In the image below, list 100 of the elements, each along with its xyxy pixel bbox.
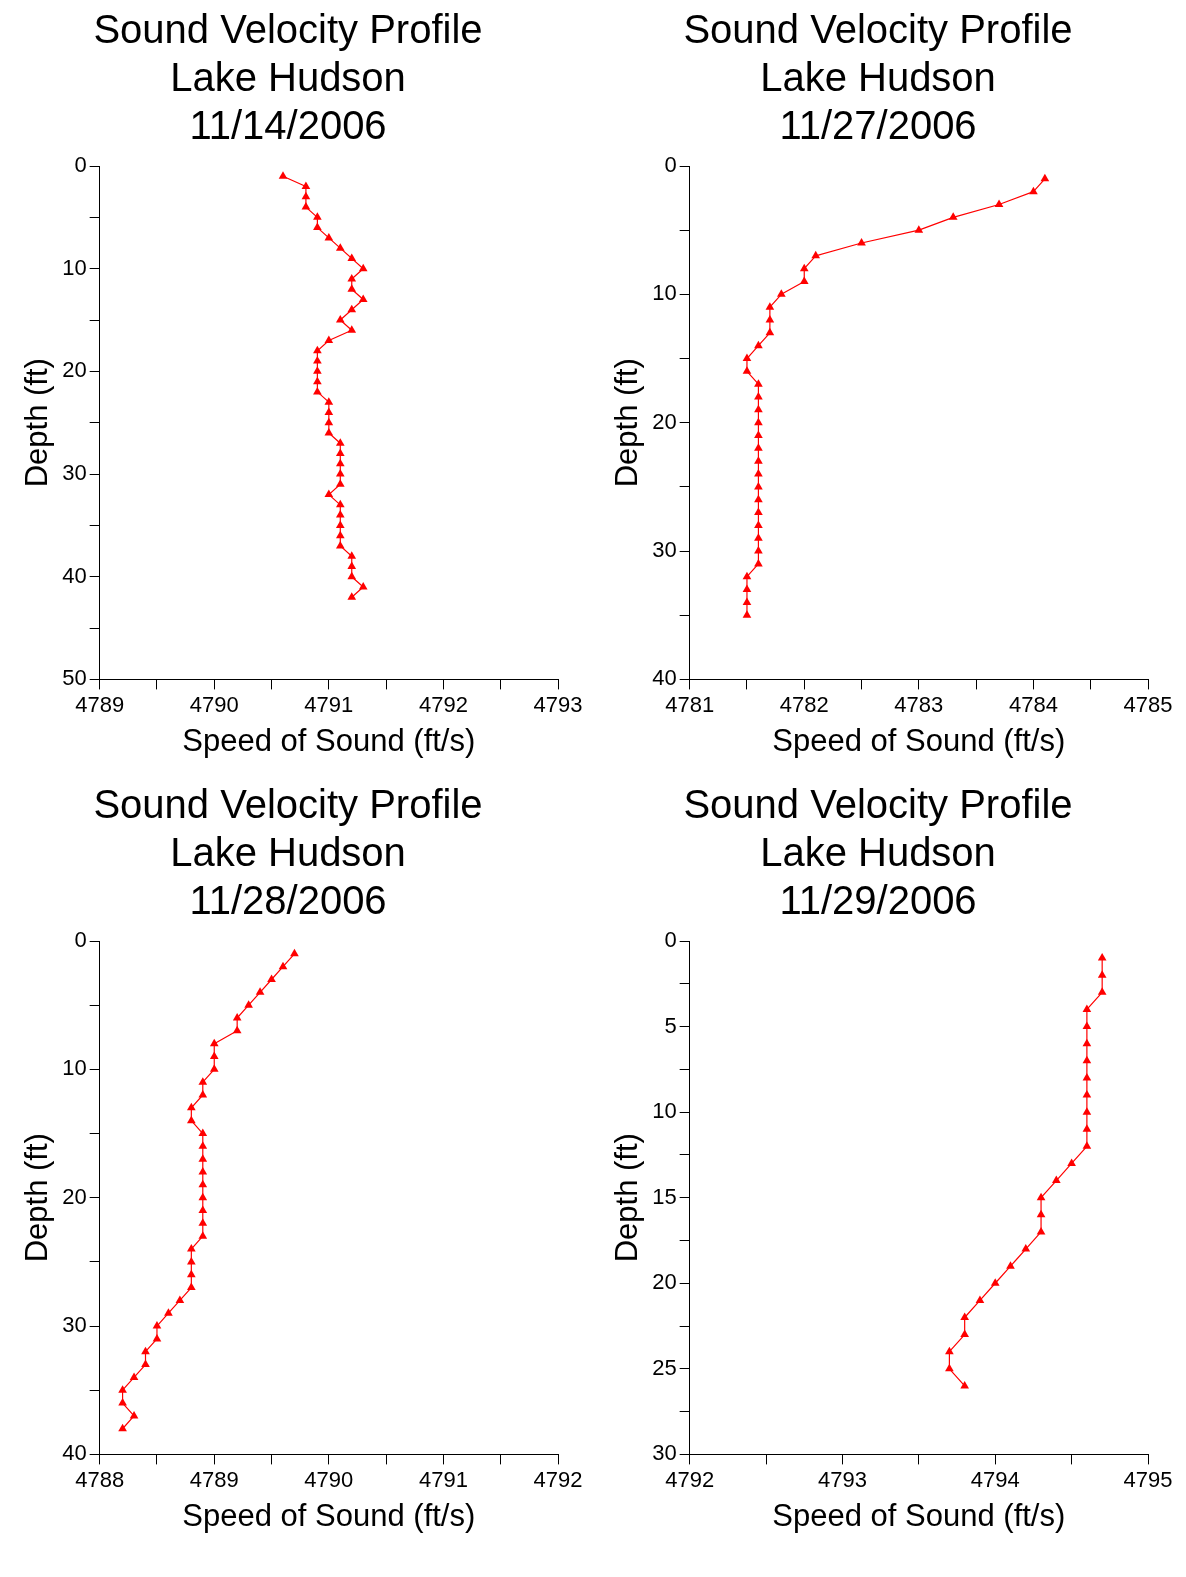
point <box>1082 1141 1092 1149</box>
x-tick-label: 4792 <box>418 691 468 717</box>
x-tick-label: 4782 <box>779 691 829 717</box>
point <box>1006 1261 1015 1269</box>
point <box>799 263 809 272</box>
point <box>347 561 357 569</box>
point <box>742 571 752 580</box>
x-tick-label: 4793 <box>533 691 583 717</box>
point <box>1097 987 1107 995</box>
x-tick-label: 4783 <box>894 691 944 717</box>
point <box>914 225 924 233</box>
point <box>347 325 357 333</box>
y-tick-label: 20 <box>62 357 87 383</box>
point <box>754 546 763 554</box>
y-axis-title: Depth (ft) <box>19 358 55 488</box>
y-tick-label: 20 <box>652 1269 677 1295</box>
point <box>335 448 345 456</box>
point <box>335 458 345 467</box>
point <box>765 327 775 336</box>
point <box>198 1218 208 1226</box>
point <box>209 1064 219 1072</box>
point <box>152 1333 162 1342</box>
point <box>267 974 276 983</box>
point <box>301 202 311 210</box>
point <box>324 417 334 426</box>
point <box>347 284 357 292</box>
y-axis-title: Depth (ft) <box>609 1133 645 1263</box>
point <box>754 520 763 528</box>
point <box>129 1410 139 1419</box>
x-tick-label: 4793 <box>817 1466 867 1492</box>
y-tick-label: 40 <box>62 1440 87 1466</box>
point <box>209 1038 219 1047</box>
point <box>742 353 752 362</box>
point <box>324 407 334 415</box>
x-tick-label: 4790 <box>304 1466 354 1492</box>
y-tick-label: 20 <box>62 1183 87 1209</box>
point <box>754 443 763 451</box>
point <box>152 1321 162 1329</box>
point <box>754 507 763 516</box>
point <box>754 379 763 387</box>
point <box>198 1154 208 1162</box>
y-tick-label: 40 <box>62 562 87 588</box>
point <box>313 222 322 231</box>
y-tick-label: 30 <box>652 1440 677 1466</box>
x-tick-label: 4795 <box>1123 1466 1173 1492</box>
point <box>945 1363 954 1372</box>
point <box>324 335 334 344</box>
point <box>141 1346 150 1355</box>
y-tick-label: 40 <box>652 665 677 691</box>
x-tick-label: 4784 <box>1008 691 1058 717</box>
point <box>187 1244 196 1252</box>
point <box>990 1278 1000 1286</box>
point <box>1067 1158 1076 1166</box>
point <box>1036 1209 1046 1218</box>
point <box>232 1025 242 1034</box>
point <box>198 1167 208 1175</box>
y-tick-label: 20 <box>652 408 677 434</box>
point <box>945 1346 954 1355</box>
point <box>754 469 763 477</box>
point <box>198 1090 208 1098</box>
point <box>198 1141 208 1149</box>
point <box>278 961 288 970</box>
point <box>1082 1072 1092 1081</box>
y-tick-label: 30 <box>62 1312 87 1338</box>
point <box>811 250 821 259</box>
point <box>754 404 763 413</box>
point <box>754 340 763 349</box>
point <box>335 540 345 549</box>
point <box>742 597 752 605</box>
point <box>1036 1192 1046 1201</box>
point <box>198 1192 208 1201</box>
point <box>754 481 763 490</box>
point <box>777 289 786 297</box>
x-tick-label: 4789 <box>189 1466 239 1492</box>
point <box>335 499 345 508</box>
y-tick-label: 10 <box>652 1098 677 1124</box>
point <box>335 510 345 518</box>
point <box>313 386 322 395</box>
x-tick-label: 4790 <box>189 691 239 717</box>
point <box>335 438 345 446</box>
point <box>1040 173 1050 182</box>
point <box>118 1423 127 1432</box>
point <box>960 1312 969 1320</box>
x-tick-label: 4792 <box>665 1466 715 1492</box>
x-tick-label: 4781 <box>665 691 715 717</box>
x-tick-label: 4788 <box>75 1466 125 1492</box>
y-axis-title: Depth (ft) <box>19 1133 55 1263</box>
point <box>313 212 322 220</box>
point <box>175 1295 185 1303</box>
point <box>754 430 763 439</box>
x-tick-label: 4791 <box>418 1466 468 1492</box>
point <box>742 610 752 618</box>
point <box>1036 1226 1046 1235</box>
y-tick-label: 5 <box>664 1012 677 1038</box>
point <box>335 479 345 487</box>
point <box>198 1077 208 1085</box>
point <box>324 489 334 498</box>
x-axis-title: Speed of Sound (ft/s) <box>182 1497 476 1533</box>
y-tick-label: 10 <box>62 254 87 280</box>
point <box>198 1128 208 1137</box>
